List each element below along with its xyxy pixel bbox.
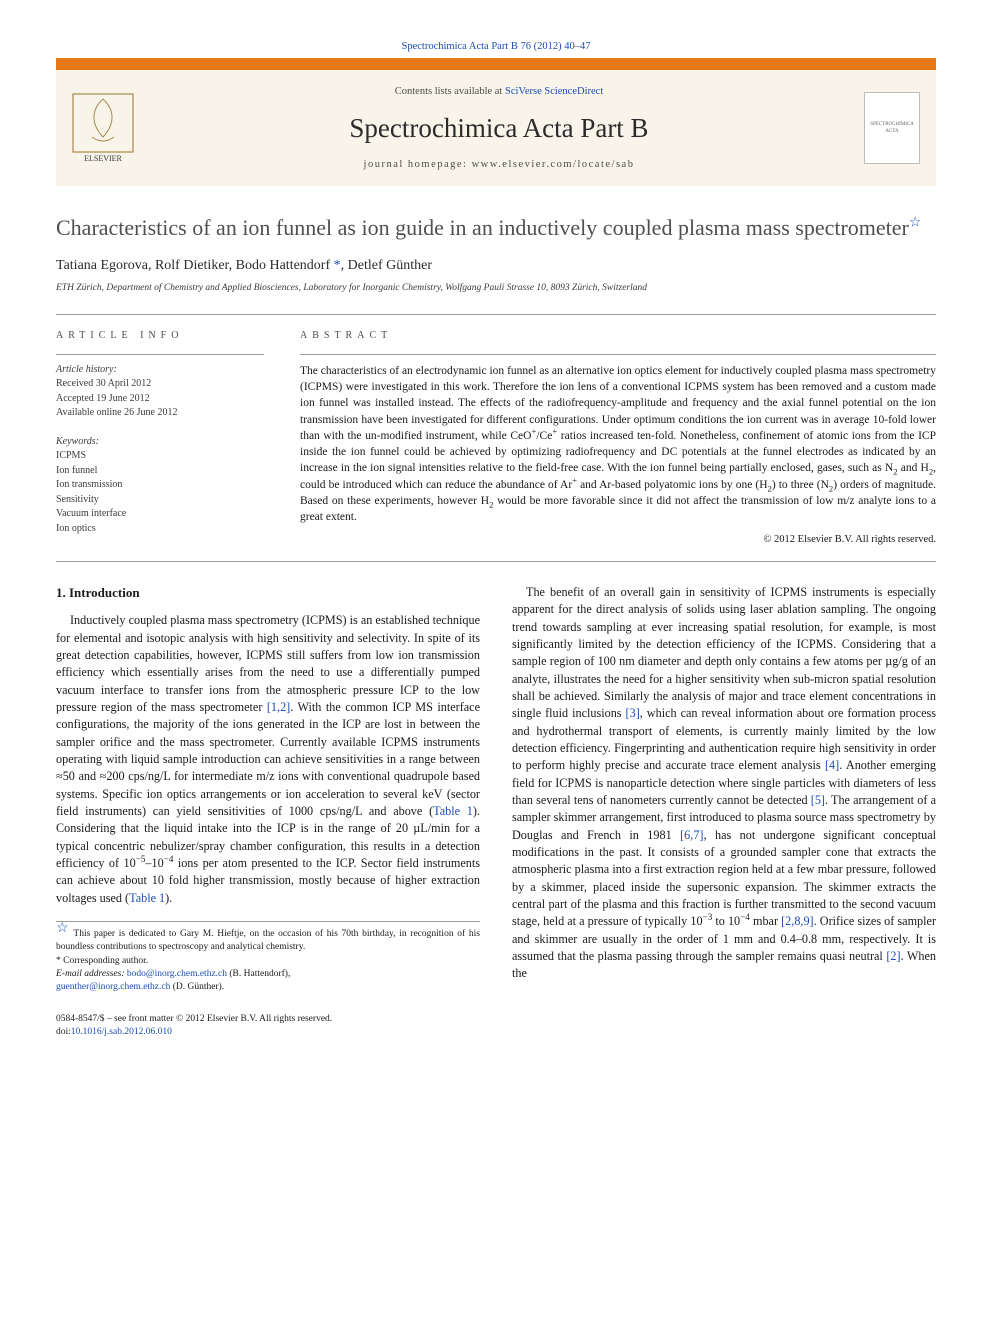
author: Detlef Günther [348,258,432,273]
abstract-block: ABSTRACT The characteristics of an elect… [300,329,936,547]
email-who: (B. Hattendorf), [229,969,290,979]
citation-link[interactable]: [4] [825,758,839,772]
keywords-header: Keywords: [56,435,264,450]
contents-prefix: Contents lists available at [395,86,505,97]
abstract-copyright: © 2012 Elsevier B.V. All rights reserved… [300,532,936,547]
accepted-date: Accepted 19 June 2012 [56,392,264,407]
table-link[interactable]: Table 1 [433,804,473,818]
citation-link[interactable]: [2,8,9] [781,914,814,928]
doi-label: doi: [56,1027,71,1037]
article-history: Article history: Received 30 April 2012 … [56,363,264,421]
footnotes: ☆ This paper is dedicated to Gary M. Hie… [56,921,480,994]
dedication-text: This paper is dedicated to Gary M. Hieft… [56,929,480,952]
cover-thumb-text: SPECTROCHIMICA ACTA [867,121,917,136]
online-date: Available online 26 June 2012 [56,406,264,421]
affiliation: ETH Zürich, Department of Chemistry and … [56,282,936,296]
homepage-label: journal homepage: [364,159,472,170]
citation-link[interactable]: [6,7] [680,828,703,842]
elsevier-logo: ELSEVIER [72,93,134,163]
meta-abstract-row: ARTICLE INFO Article history: Received 3… [56,329,936,547]
page-footer: 0584-8547/$ – see front matter © 2012 El… [56,1013,936,1040]
homepage-line: journal homepage: www.elsevier.com/locat… [150,157,848,172]
divider [56,561,936,562]
corresponding-footnote: * Corresponding author. [56,955,480,968]
keywords-block: Keywords: ICPMS Ion funnel Ion transmiss… [56,435,264,537]
email-link[interactable]: guenther@inorg.chem.ethz.ch [56,982,170,992]
history-header: Article history: [56,363,264,378]
divider [300,354,936,355]
article-info-label: ARTICLE INFO [56,329,264,344]
corr-label: Corresponding author. [63,956,148,966]
author: Rolf Dietiker [155,258,229,273]
abstract-text: The characteristics of an electrodynamic… [300,363,936,526]
section-heading: 1. Introduction [56,584,480,602]
dedication-footnote: ☆ This paper is dedicated to Gary M. Hie… [56,928,480,955]
svg-text:ELSEVIER: ELSEVIER [84,154,122,163]
corr-marker: * [56,956,61,966]
corresponding-marker-link[interactable]: * [334,258,341,273]
journal-cover-thumb: SPECTROCHIMICA ACTA [864,92,920,164]
citation-link[interactable]: Spectrochimica Acta Part B 76 (2012) 40–… [402,41,591,52]
citation-link[interactable]: [3] [626,706,640,720]
received-date: Received 30 April 2012 [56,377,264,392]
journal-title: Spectrochimica Acta Part B [150,109,848,148]
author-list: Tatiana Egorova, Rolf Dietiker, Bodo Hat… [56,256,936,276]
sciverse-link[interactable]: SciVerse ScienceDirect [505,86,603,97]
author: Tatiana Egorova [56,258,148,273]
citation-link[interactable]: [5] [811,793,825,807]
keyword: Ion transmission [56,478,264,493]
doi-link[interactable]: 10.1016/j.sab.2012.06.010 [71,1027,172,1037]
homepage-url: www.elsevier.com/locate/sab [472,159,635,170]
article-title-text: Characteristics of an ion funnel as ion … [56,215,909,240]
email-footnote: E-mail addresses: bodo@inorg.chem.ethz.c… [56,968,480,995]
masthead-center: Contents lists available at SciVerse Sci… [150,84,848,172]
title-footnote-marker[interactable]: ☆ [909,215,922,230]
keyword: Sensitivity [56,493,264,508]
author-corresponding: Bodo Hattendorf [236,258,330,273]
divider [56,314,936,315]
divider [56,354,264,355]
contents-line: Contents lists available at SciVerse Sci… [150,84,848,99]
email-link[interactable]: bodo@inorg.chem.ethz.ch [127,969,227,979]
body-paragraph: Inductively coupled plasma mass spectrom… [56,612,480,907]
body-columns: 1. Introduction Inductively coupled plas… [56,584,936,995]
citation-link[interactable]: [1,2] [267,700,290,714]
keyword: Ion optics [56,522,264,537]
citation-link[interactable]: [2] [886,949,900,963]
issn-line: 0584-8547/$ – see front matter © 2012 El… [56,1013,936,1026]
journal-masthead: ELSEVIER Contents lists available at Sci… [56,58,936,186]
keyword: Ion funnel [56,464,264,479]
dedication-marker: ☆ [56,921,70,936]
keyword: ICPMS [56,449,264,464]
email-who: (D. Günther). [173,982,224,992]
page-root: Spectrochimica Acta Part B 76 (2012) 40–… [0,0,992,1079]
email-label: E-mail addresses: [56,969,125,979]
abstract-label: ABSTRACT [300,329,936,344]
body-paragraph: The benefit of an overall gain in sensit… [512,584,936,983]
article-title: Characteristics of an ion funnel as ion … [56,214,936,242]
keyword: Vacuum interface [56,507,264,522]
article-info-block: ARTICLE INFO Article history: Received 3… [56,329,264,547]
table-link[interactable]: Table 1 [129,891,165,905]
